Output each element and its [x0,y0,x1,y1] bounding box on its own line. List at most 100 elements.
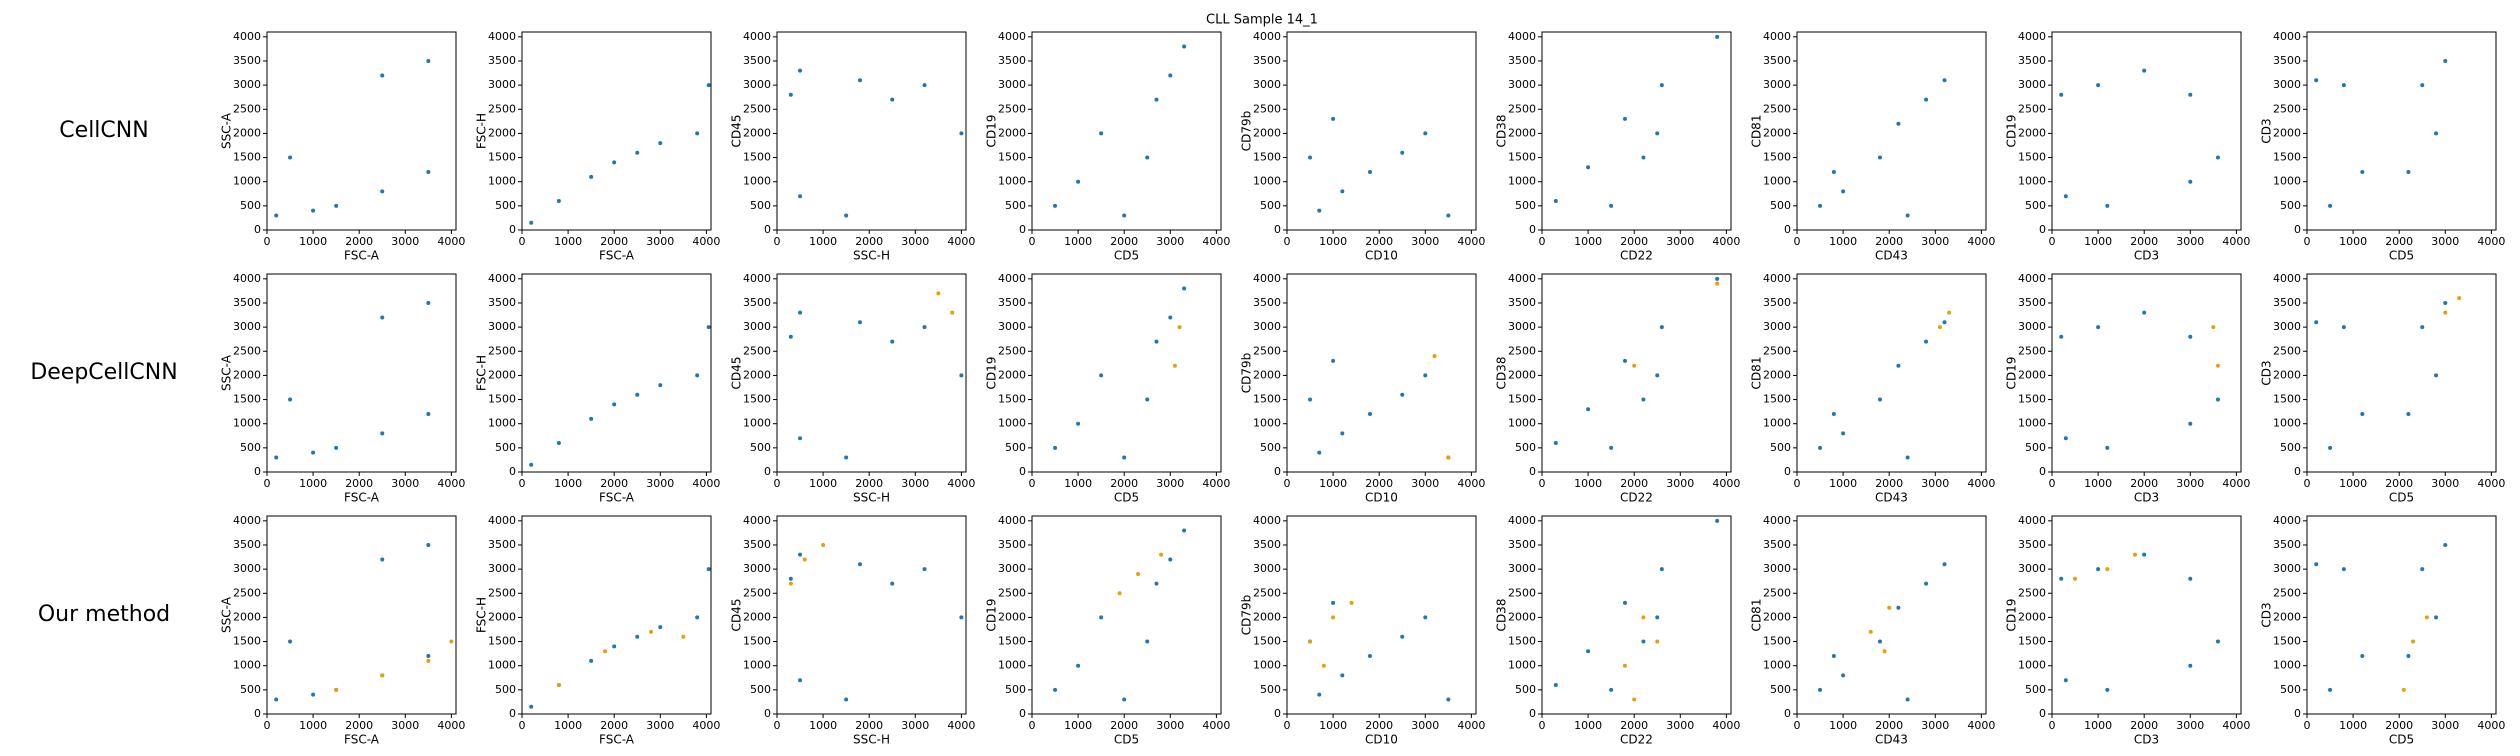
point [274,213,279,218]
x-axis-label: CD5 [2389,491,2414,505]
x-tick-label: 4000 [1457,477,1485,490]
point [1868,629,1873,634]
x-tick-label: 1000 [1319,235,1347,248]
y-tick-label: 3000 [1763,562,1791,575]
y-tick-label: 3500 [1763,296,1791,309]
y-tick-label: 2500 [233,344,261,357]
point [798,194,803,199]
y-tick-label: 2500 [2273,102,2301,115]
point [556,199,561,204]
x-tick-label: 2000 [1110,235,1138,248]
point [2215,155,2220,160]
y-tick-label: 500 [2280,683,2301,696]
x-tick-label: 3000 [646,719,674,732]
y-tick-label: 0 [1274,465,1281,478]
point [1423,373,1428,378]
x-tick-label: 3000 [1156,235,1184,248]
point [1586,407,1591,412]
y-tick-label: 3000 [1508,78,1536,91]
point [2411,639,2416,644]
x-tick-label: 4000 [2222,719,2250,732]
y-tick-label: 2000 [488,126,516,139]
y-tick-label: 2500 [233,586,261,599]
x-tick-label: 1000 [554,719,582,732]
point [2063,194,2068,199]
y-tick-label: 3500 [233,538,261,551]
y-tick-label: 2000 [2018,610,2046,623]
point [1877,639,1882,644]
x-tick-label: 1000 [1574,235,1602,248]
x-tick-label: 0 [1284,719,1291,732]
x-tick-label: 3000 [646,235,674,248]
point [2215,397,2220,402]
x-tick-label: 3000 [901,477,929,490]
y-tick-label: 4000 [488,514,516,527]
point [2105,203,2110,208]
x-tick-label: 4000 [692,719,720,732]
y-axis-label: CD79b [1240,353,1254,394]
point [2443,310,2448,315]
x-tick-label: 2000 [855,235,883,248]
y-axis-label: CD3 [2260,602,2274,627]
x-tick-label: 3000 [2431,477,2459,490]
y-tick-label: 0 [509,223,516,236]
point [695,131,700,136]
y-tick-label: 1500 [743,635,771,648]
point [334,445,339,450]
y-tick-label: 0 [509,465,516,478]
point [2073,576,2078,581]
y-tick-label: 500 [240,199,261,212]
y-tick-label: 1500 [233,151,261,164]
point [1154,581,1159,586]
plot-frame [2051,273,2242,473]
point [1367,412,1372,417]
y-tick-label: 2000 [2018,126,2046,139]
y-tick-label: 1000 [2273,659,2301,672]
y-tick-label: 2000 [743,126,771,139]
y-tick-label: 0 [1784,707,1791,720]
x-tick-label: 0 [774,235,781,248]
y-axis-label: CD19 [2005,357,2019,390]
y-tick-label: 3500 [743,296,771,309]
x-axis-label: FSC-A [344,249,380,263]
x-axis-label: FSC-A [344,733,380,747]
y-tick-label: 3000 [1763,320,1791,333]
point [556,683,561,688]
x-axis-label: CD22 [1620,249,1653,263]
point [380,73,385,78]
point [2142,310,2147,315]
y-tick-label: 2000 [998,126,1026,139]
x-tick-label: 1000 [2084,477,2112,490]
y-tick-label: 1000 [233,659,261,672]
point [959,131,964,136]
point [658,625,663,630]
point [1841,189,1846,194]
y-tick-label: 2500 [998,102,1026,115]
x-tick-label: 1000 [1829,477,1857,490]
x-tick-label: 3000 [391,477,419,490]
point [1145,397,1150,402]
y-tick-label: 0 [2039,465,2046,478]
x-tick-label: 4000 [1202,235,1230,248]
point [2360,170,2365,175]
point [821,542,826,547]
x-tick-label: 4000 [2477,477,2505,490]
x-axis-label: CD43 [1875,491,1908,505]
point [1317,208,1322,213]
point [1622,663,1627,668]
x-tick-label: 4000 [1202,477,1230,490]
x-tick-label: 1000 [809,235,837,248]
y-axis-label: CD19 [2005,599,2019,632]
y-tick-label: 2500 [488,102,516,115]
x-tick-label: 3000 [1156,477,1184,490]
y-tick-label: 3500 [1508,538,1536,551]
x-tick-label: 3000 [1666,235,1694,248]
point [1586,649,1591,654]
point [798,678,803,683]
x-tick-label: 0 [2304,235,2311,248]
y-tick-label: 0 [254,465,261,478]
y-tick-label: 3000 [1508,562,1536,575]
point [288,397,293,402]
point [1117,591,1122,596]
y-tick-label: 1500 [2018,635,2046,648]
